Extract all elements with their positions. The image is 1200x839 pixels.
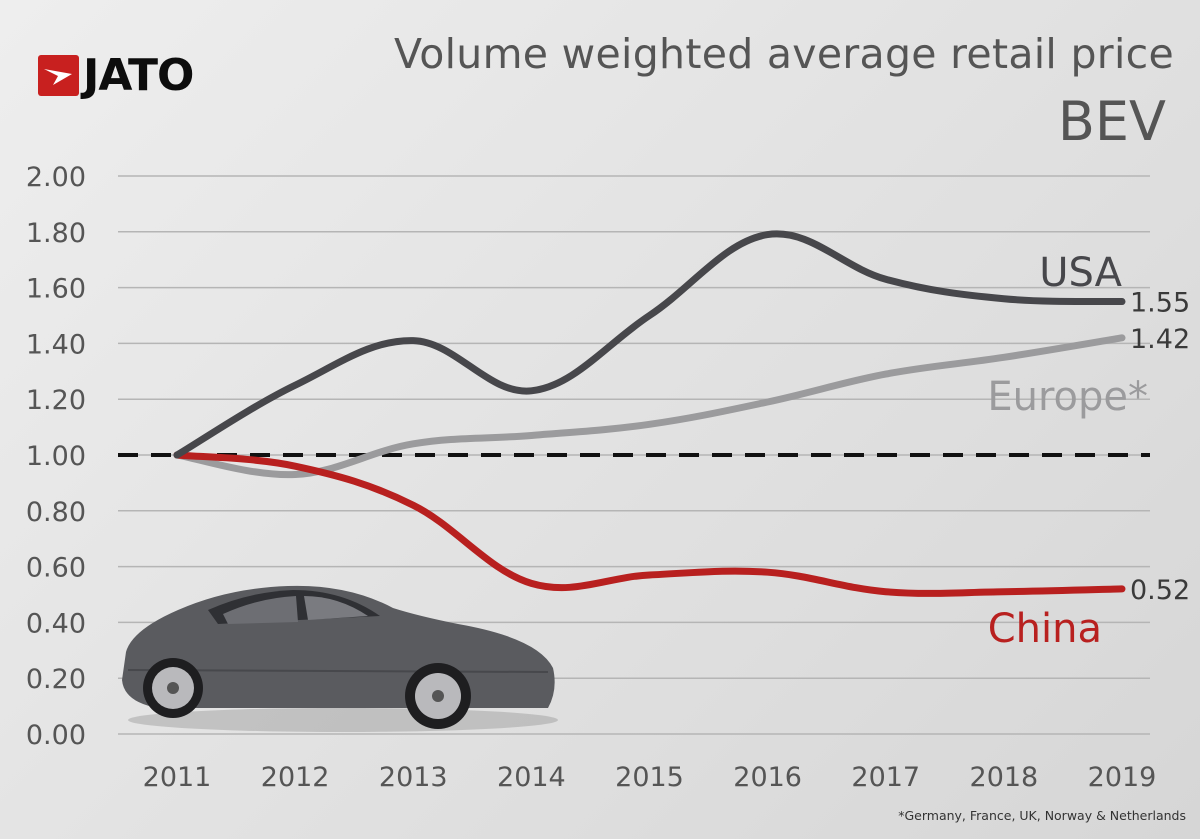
end-value-label-europe: 1.42 [1130, 324, 1190, 355]
y-tick-label: 2.00 [26, 162, 86, 193]
y-tick-label: 0.00 [26, 720, 86, 751]
chart-subtitle: BEV [1057, 90, 1166, 153]
series-label-usa: USA [1039, 250, 1122, 296]
series-label-china: China [988, 606, 1102, 652]
chart-title: Volume weighted average retail price [394, 30, 1174, 78]
x-tick-label: 2017 [851, 762, 920, 793]
series-label-europe: Europe* [987, 374, 1148, 420]
logo-text: JATO [83, 50, 194, 101]
x-tick-label: 2016 [733, 762, 802, 793]
y-tick-label: 0.40 [26, 608, 86, 639]
footnote: *Germany, France, UK, Norway & Netherlan… [898, 808, 1186, 823]
y-tick-label: 1.20 [26, 385, 86, 416]
jato-arrow-icon [38, 55, 79, 96]
y-tick-label: 0.20 [26, 664, 86, 695]
y-tick-label: 1.00 [26, 441, 86, 472]
x-tick-label: 2014 [497, 762, 566, 793]
x-tick-label: 2013 [379, 762, 448, 793]
x-tick-label: 2012 [261, 762, 330, 793]
x-tick-label: 2015 [615, 762, 684, 793]
x-tick-label: 2019 [1088, 762, 1157, 793]
end-value-label-china: 0.52 [1130, 575, 1190, 606]
car-image [122, 585, 558, 732]
y-tick-label: 1.60 [26, 274, 86, 305]
y-tick-label: 0.80 [26, 497, 86, 528]
series-line-usa [173, 230, 1126, 459]
x-tick-label: 2018 [970, 762, 1039, 793]
y-tick-label: 1.80 [26, 218, 86, 249]
jato-logo: JATO [38, 50, 194, 101]
end-value-label-usa: 1.55 [1130, 288, 1190, 319]
y-tick-label: 0.60 [26, 553, 86, 584]
x-tick-label: 2011 [143, 762, 212, 793]
series-line-china [173, 451, 1126, 597]
y-tick-label: 1.40 [26, 329, 86, 360]
